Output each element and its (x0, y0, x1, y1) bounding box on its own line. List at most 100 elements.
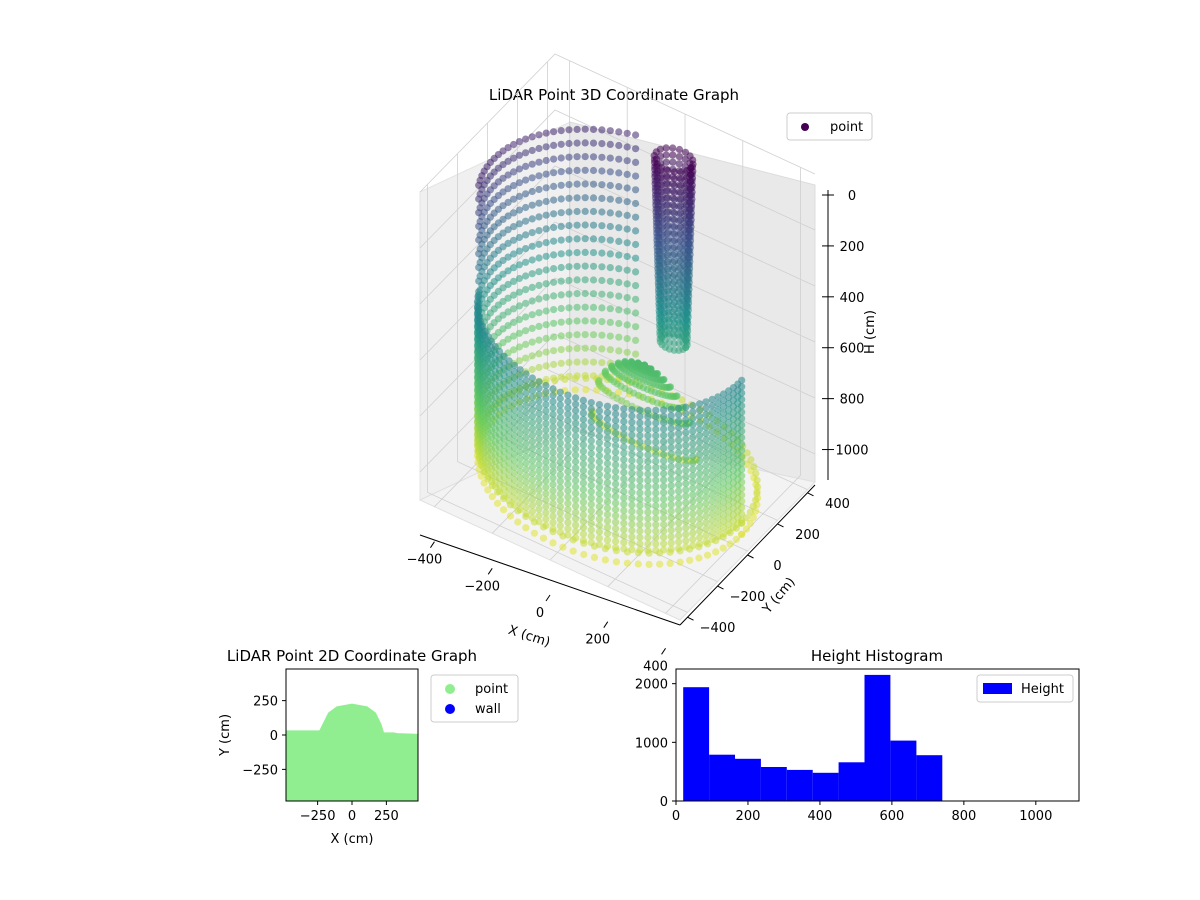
lidar-point (504, 308, 512, 316)
lidar-point (652, 489, 660, 497)
lidar-point (515, 233, 524, 242)
lidar-point (522, 402, 530, 410)
chart2d-y-tick-label: −250 (242, 763, 278, 778)
lidar-point (658, 164, 666, 172)
lidar-point (670, 257, 679, 265)
lidar-point (556, 522, 564, 530)
lidar-point (549, 436, 557, 444)
lidar-point (564, 391, 572, 399)
lidar-point (510, 476, 518, 484)
lidar-point (702, 487, 710, 495)
lidar-point (682, 441, 690, 449)
lidar-point (549, 417, 557, 425)
lidar-point (636, 521, 644, 529)
lidar-point (550, 155, 558, 163)
z-tick-label: 800 (840, 393, 865, 408)
lidar-point (628, 444, 636, 452)
lidar-point (522, 176, 530, 184)
lidar-point (683, 173, 691, 182)
lidar-point (587, 500, 595, 508)
lidar-point (549, 512, 557, 520)
lidar-point (581, 248, 589, 256)
lidar-point (535, 185, 543, 194)
lidar-point (556, 433, 564, 441)
lidar-point (675, 544, 683, 553)
lidar-point (628, 406, 636, 414)
x-tick (661, 648, 666, 655)
lidar-point (542, 471, 550, 479)
lidar-point (667, 507, 675, 515)
lidar-point (636, 425, 644, 433)
lidar-point (615, 388, 623, 396)
lidar-point (670, 175, 679, 183)
lidar-point (714, 456, 722, 465)
lidar-point (606, 236, 614, 244)
lidar-point (636, 444, 644, 452)
lidar-point (670, 223, 679, 231)
lidar-point (564, 404, 572, 412)
lidar-point (522, 149, 530, 157)
lidar-point (542, 458, 550, 466)
lidar-point (515, 247, 524, 255)
chart2d-x-tick-label: 0 (348, 809, 356, 824)
lidar-point (603, 402, 612, 410)
lidar-point (522, 395, 530, 403)
lidar-point (542, 280, 550, 288)
lidar-point (750, 463, 758, 471)
hist-legend: Height (976, 674, 1074, 703)
lidar-point (556, 515, 564, 524)
lidar-point (542, 225, 550, 233)
lidar-point (587, 449, 595, 458)
lidar-point (696, 457, 704, 465)
lidar-point (587, 437, 595, 445)
lidar-point (753, 476, 761, 484)
lidar-point (676, 285, 684, 293)
lidar-point (644, 495, 652, 504)
lidar-point (719, 498, 728, 506)
y-tick (777, 523, 784, 528)
hist-bar (760, 767, 787, 801)
lidar-point (696, 533, 704, 542)
lidar-point (612, 435, 620, 444)
lidar-point (652, 514, 660, 523)
lidar-point (564, 410, 572, 418)
x-tick (545, 594, 551, 602)
lidar-point (603, 479, 612, 487)
lidar-point (550, 141, 558, 149)
lidar-point (579, 403, 588, 411)
lidar-point (595, 534, 604, 542)
lidar-point (620, 475, 628, 483)
lidar-point (522, 299, 530, 307)
lidar-point (516, 467, 524, 476)
lidar-point (528, 406, 537, 414)
lidar-point (549, 442, 557, 450)
lidar-point (689, 421, 697, 429)
lidar-point (666, 559, 674, 568)
lidar-point (581, 317, 589, 325)
lidar-point (510, 489, 518, 497)
lidar-point (708, 427, 716, 435)
lidar-point (581, 235, 589, 243)
lidar-point (682, 454, 690, 462)
lidar-point (689, 408, 697, 416)
grid-line-h (419, 165, 816, 305)
lidar-point (623, 157, 631, 165)
lidar-point (603, 466, 612, 474)
lidar-point (623, 252, 631, 261)
lidar-point (573, 153, 581, 161)
lidar-point (660, 482, 668, 490)
lidar-point (589, 235, 598, 243)
lidar-point (665, 318, 673, 326)
lidar-point (670, 182, 679, 190)
lidar-point (644, 457, 652, 465)
lidar-point (535, 486, 543, 494)
lidar-point (603, 529, 612, 538)
lidar-point (564, 467, 572, 476)
lidar-point (572, 527, 580, 536)
lidar-point (565, 358, 573, 367)
lidar-point (528, 311, 536, 319)
hist-ticks: 0 200 400 600 800 1000 0 1000 2000 (635, 678, 1052, 824)
lidar-point (628, 482, 636, 490)
lidar-point (676, 216, 685, 224)
lidar-point (522, 258, 530, 266)
